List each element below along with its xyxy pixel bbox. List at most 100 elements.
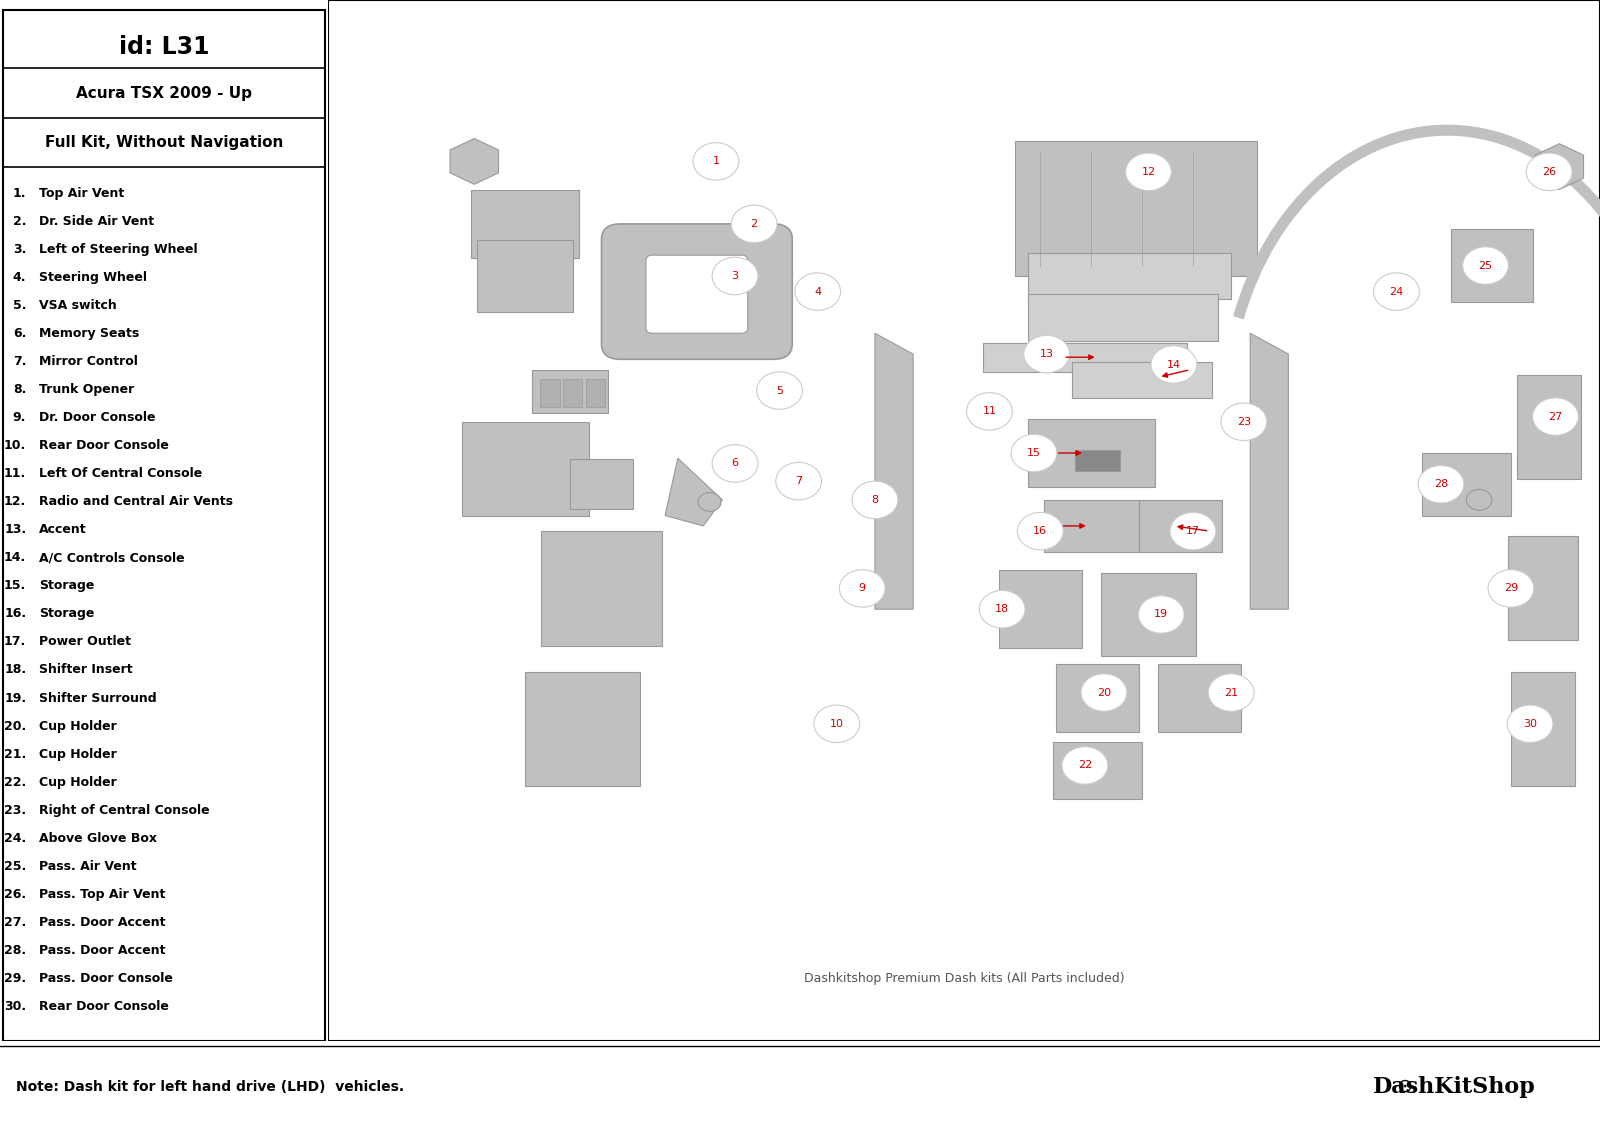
FancyBboxPatch shape (3, 10, 325, 1041)
FancyBboxPatch shape (998, 571, 1082, 649)
Text: 1.: 1. (13, 187, 26, 199)
Text: A/C Controls Console: A/C Controls Console (40, 551, 186, 564)
Text: 20.: 20. (3, 720, 26, 732)
Text: 29: 29 (1504, 583, 1518, 593)
Text: Top Air Vent: Top Air Vent (40, 187, 125, 199)
Circle shape (776, 462, 821, 500)
FancyBboxPatch shape (982, 343, 1187, 371)
Text: 19: 19 (1154, 609, 1168, 619)
Text: Rear Door Console: Rear Door Console (40, 439, 170, 452)
Circle shape (966, 393, 1013, 430)
Text: Dashkitshop Premium Dash kits (All Parts included): Dashkitshop Premium Dash kits (All Parts… (803, 972, 1125, 986)
Text: 15.: 15. (3, 580, 26, 592)
Text: VSA switch: VSA switch (40, 299, 117, 311)
Text: 1: 1 (712, 156, 720, 166)
FancyBboxPatch shape (1139, 500, 1221, 552)
FancyBboxPatch shape (541, 379, 560, 408)
Text: 4.: 4. (13, 271, 26, 284)
Text: 23: 23 (1237, 417, 1251, 427)
FancyBboxPatch shape (1043, 500, 1139, 552)
Text: Pass. Top Air Vent: Pass. Top Air Vent (40, 887, 166, 901)
Text: 14.: 14. (3, 551, 26, 564)
Text: 4: 4 (814, 286, 821, 297)
Text: 6.: 6. (13, 327, 26, 340)
Text: 29.: 29. (5, 972, 26, 985)
Circle shape (1018, 513, 1064, 550)
Text: 14: 14 (1166, 360, 1181, 369)
Text: 28.: 28. (5, 944, 26, 957)
Circle shape (712, 445, 758, 482)
FancyBboxPatch shape (602, 224, 792, 359)
Text: 17.: 17. (3, 635, 26, 649)
Text: Acura TSX 2009 - Up: Acura TSX 2009 - Up (77, 86, 253, 101)
Text: Pass. Door Accent: Pass. Door Accent (40, 944, 166, 957)
Text: Pass. Door Accent: Pass. Door Accent (40, 916, 166, 929)
Circle shape (1221, 403, 1267, 440)
Text: Cup Holder: Cup Holder (40, 775, 117, 789)
Text: Shifter Insert: Shifter Insert (40, 663, 133, 677)
Text: Pass. Air Vent: Pass. Air Vent (40, 860, 138, 873)
Text: Full Kit, Without Navigation: Full Kit, Without Navigation (45, 135, 283, 151)
Text: 30: 30 (1523, 719, 1538, 729)
Text: Memory Seats: Memory Seats (40, 327, 139, 340)
Text: 5: 5 (776, 386, 782, 395)
Text: Note: Dash kit for left hand drive (LHD)  vehicles.: Note: Dash kit for left hand drive (LHD)… (16, 1080, 405, 1094)
FancyBboxPatch shape (1507, 537, 1578, 641)
Text: DashKitShop: DashKitShop (1373, 1075, 1536, 1098)
Circle shape (1208, 674, 1254, 711)
Text: 12: 12 (1141, 166, 1155, 177)
Text: 26.: 26. (5, 887, 26, 901)
FancyBboxPatch shape (1451, 229, 1533, 302)
Text: 11.: 11. (3, 468, 26, 480)
FancyBboxPatch shape (525, 671, 640, 787)
FancyBboxPatch shape (1101, 573, 1197, 657)
Text: 24: 24 (1389, 286, 1403, 297)
FancyBboxPatch shape (541, 531, 662, 645)
Text: Steering Wheel: Steering Wheel (40, 271, 147, 284)
FancyBboxPatch shape (477, 240, 573, 312)
Circle shape (1082, 674, 1126, 711)
Text: 26: 26 (1542, 166, 1557, 177)
Text: 25.: 25. (3, 860, 26, 873)
Text: Above Glove Box: Above Glove Box (40, 832, 157, 844)
Text: 21.: 21. (3, 747, 26, 761)
FancyBboxPatch shape (531, 370, 608, 413)
Circle shape (1138, 595, 1184, 633)
FancyBboxPatch shape (470, 190, 579, 258)
Circle shape (853, 481, 898, 518)
Circle shape (731, 205, 778, 242)
Text: 5.: 5. (13, 299, 26, 311)
Text: Accent: Accent (40, 523, 86, 537)
Circle shape (1125, 153, 1171, 190)
FancyBboxPatch shape (1027, 294, 1219, 341)
Text: Trunk Opener: Trunk Opener (40, 383, 134, 396)
Text: 16: 16 (1034, 526, 1048, 537)
Circle shape (840, 569, 885, 607)
Text: 7.: 7. (13, 355, 26, 368)
Text: Mirror Control: Mirror Control (40, 355, 138, 368)
Text: 19.: 19. (5, 692, 26, 704)
FancyBboxPatch shape (1053, 743, 1142, 799)
FancyBboxPatch shape (1027, 252, 1230, 299)
Circle shape (1526, 153, 1573, 190)
Text: ⊙: ⊙ (1397, 1078, 1413, 1096)
Text: 28: 28 (1434, 479, 1448, 489)
Text: id: L31: id: L31 (118, 35, 210, 59)
Circle shape (1150, 345, 1197, 384)
Text: Dr. Door Console: Dr. Door Console (40, 411, 155, 424)
Circle shape (795, 273, 840, 310)
Text: 13.: 13. (5, 523, 26, 537)
FancyBboxPatch shape (1027, 419, 1155, 487)
FancyBboxPatch shape (1014, 140, 1256, 276)
Circle shape (1488, 569, 1534, 607)
Text: 9.: 9. (13, 411, 26, 424)
Circle shape (698, 492, 722, 512)
Text: 8.: 8. (13, 383, 26, 396)
Circle shape (1507, 705, 1554, 743)
FancyBboxPatch shape (570, 460, 634, 509)
Circle shape (712, 257, 758, 294)
FancyBboxPatch shape (1075, 449, 1120, 471)
FancyBboxPatch shape (586, 379, 605, 408)
Circle shape (1462, 247, 1509, 284)
Text: 10.: 10. (3, 439, 26, 452)
